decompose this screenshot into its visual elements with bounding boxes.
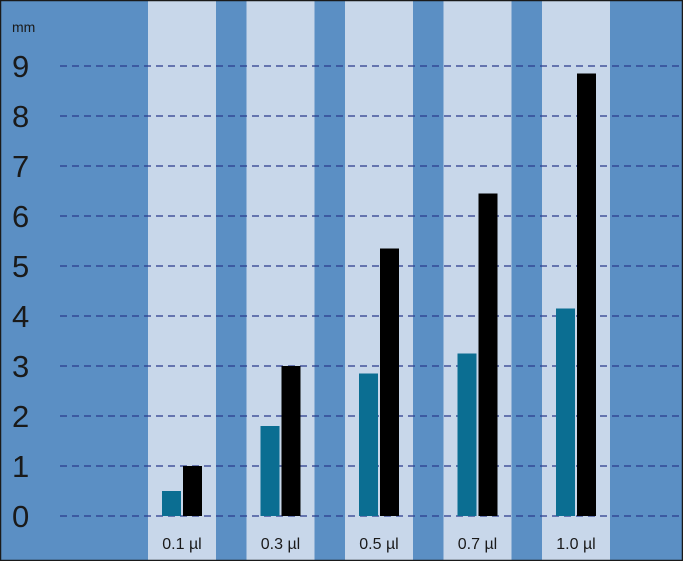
bar: [577, 73, 596, 516]
y-tick-label: 5: [12, 249, 29, 284]
y-tick-label: 0: [12, 499, 29, 534]
x-tick-labels: 0.1 µl 0.3 µl 0.5 µl 0.7 µl 1.0 µl: [162, 536, 595, 553]
category-band: [345, 0, 413, 561]
y-tick-label: 1: [12, 449, 29, 484]
category-band: [443, 0, 512, 561]
y-tick-label: 8: [12, 99, 29, 134]
bar: [556, 308, 575, 516]
bar: [183, 466, 202, 516]
bars: [162, 73, 596, 516]
x-tick-label: 0.5 µl: [359, 536, 398, 553]
bar: [162, 491, 181, 516]
bar: [281, 366, 301, 516]
bar: [359, 373, 378, 516]
y-tick-label: 7: [12, 149, 29, 184]
y-unit-label: mm: [12, 19, 35, 35]
x-tick-label: 0.7 µl: [458, 536, 497, 553]
x-tick-label: 0.1 µl: [162, 536, 201, 553]
y-tick-label: 3: [12, 349, 29, 384]
category-bands: [148, 0, 610, 561]
y-tick-label: 2: [12, 399, 29, 434]
y-tick-labels: 0 1 2 3 4 5 6 7 8 9: [12, 49, 29, 534]
category-band: [246, 0, 315, 561]
bar: [260, 426, 280, 516]
x-tick-label: 1.0 µl: [556, 536, 595, 553]
bar: [457, 353, 477, 516]
bar: [380, 248, 399, 516]
x-tick-label: 0.3 µl: [261, 536, 300, 553]
y-tick-label: 4: [12, 299, 29, 334]
y-tick-label: 9: [12, 49, 29, 84]
bar: [478, 193, 498, 516]
category-band: [148, 0, 216, 561]
category-band: [542, 0, 610, 561]
y-tick-label: 6: [12, 199, 29, 234]
